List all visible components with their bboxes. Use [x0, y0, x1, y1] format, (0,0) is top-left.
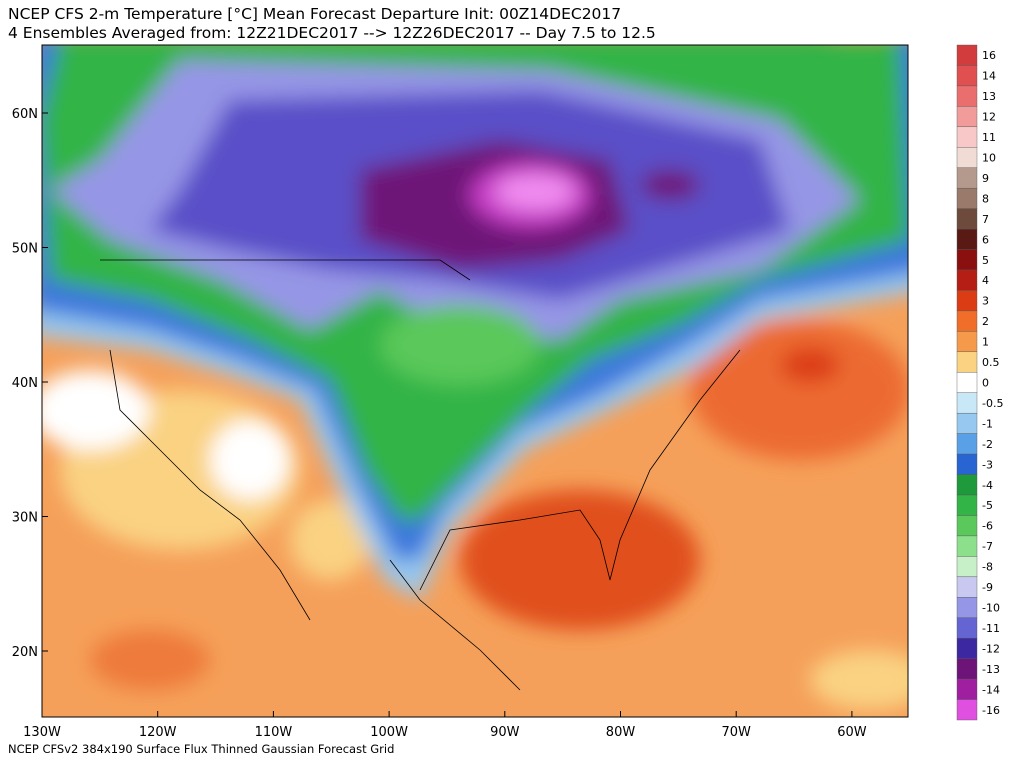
colorbar-swatch	[956, 494, 978, 516]
colorbar-swatch	[956, 515, 978, 537]
lon-label: 100W	[370, 725, 408, 740]
lon-label: 110W	[255, 725, 293, 740]
colorbar-label: 10	[982, 152, 996, 165]
colorbar-label: -11	[982, 622, 1000, 635]
title-line-1: NCEP CFS 2-m Temperature [°C] Mean Forec…	[8, 5, 621, 23]
colorbar-swatch	[956, 310, 978, 332]
colorbar-label: 4	[982, 274, 989, 287]
colorbar-label: 13	[982, 90, 996, 103]
lat-label: 50N	[12, 242, 38, 257]
colorbar-swatch	[956, 65, 978, 87]
lat-label: 40N	[12, 376, 38, 391]
colorbar-swatch	[956, 658, 978, 680]
colorbar-swatch	[956, 85, 978, 107]
colorbar-label: -14	[982, 683, 1000, 696]
colorbar-swatch	[956, 576, 978, 598]
colorbar-label: 0.5	[982, 356, 1000, 369]
colorbar-swatch	[956, 167, 978, 189]
colorbar-swatch	[956, 44, 978, 66]
temperature-field	[42, 45, 908, 717]
lon-label: 90W	[490, 725, 520, 740]
colorbar-swatch	[956, 331, 978, 353]
colorbar-label: -7	[982, 540, 993, 553]
colorbar-label: 3	[982, 295, 989, 308]
colorbar-swatch	[956, 126, 978, 148]
lon-label: 60W	[837, 725, 867, 740]
colorbar-swatch	[956, 637, 978, 659]
lon-label: 80W	[606, 725, 636, 740]
colorbar-swatch	[956, 597, 978, 618]
map-frame	[41, 44, 909, 718]
lon-label: 120W	[139, 725, 177, 740]
colorbar-label: -0.5	[982, 397, 1003, 410]
colorbar-label: -9	[982, 581, 993, 594]
colorbar-label: -6	[982, 520, 993, 533]
colorbar-swatch	[956, 474, 978, 496]
colorbar-swatch	[956, 106, 978, 128]
colorbar-swatch	[956, 187, 978, 209]
footer: NCEP CFSv2 384x190 Surface Flux Thinned …	[8, 742, 394, 756]
colorbar-swatch	[956, 392, 978, 414]
colorbar-label: 1	[982, 336, 989, 349]
colorbar-label: 0	[982, 377, 989, 390]
colorbar-label: 16	[982, 49, 996, 62]
colorbar-label: -8	[982, 561, 993, 574]
colorbar-swatch	[956, 147, 978, 168]
colorbar-label: -1	[982, 417, 993, 430]
colorbar-label: -5	[982, 499, 993, 512]
colorbar-label: -12	[982, 642, 1000, 655]
title-line-2: 4 Ensembles Averaged from: 12Z21DEC2017 …	[8, 24, 656, 42]
colorbar: 16 14 13 12 11 10 9 8 7 6 5 4 3 2 1 0.5 0 -0.5 -1 -2 -3 -4 -5 -…	[956, 44, 1003, 721]
colorbar-label: -4	[982, 479, 993, 492]
colorbar-swatch	[956, 228, 978, 250]
colorbar-label: -10	[982, 602, 1000, 615]
colorbar-label: 9	[982, 172, 989, 185]
colorbar-swatch	[956, 249, 978, 271]
lat-label: 30N	[12, 511, 38, 526]
colorbar-label: 7	[982, 213, 989, 226]
colorbar-swatch	[956, 535, 978, 557]
lon-label: 130W	[23, 725, 61, 740]
colorbar-swatch	[956, 556, 978, 578]
colorbar-label: -16	[982, 704, 1000, 717]
lon-label: 70W	[721, 725, 751, 740]
axis-labels: 130W 120W 110W 100W 90W 80W 70W 60W 60N 50N 40N 30N…	[12, 107, 867, 740]
colorbar-swatch	[956, 269, 978, 291]
colorbar-label: 12	[982, 111, 996, 124]
lat-label: 20N	[12, 645, 38, 660]
colorbar-swatch	[956, 290, 978, 312]
colorbar-swatch	[956, 699, 978, 721]
colorbar-label: 14	[982, 70, 996, 83]
colorbar-label: 5	[982, 254, 989, 267]
colorbar-label: -2	[982, 438, 993, 451]
lat-label: 60N	[12, 107, 38, 122]
colorbar-swatch	[956, 372, 978, 393]
colorbar-label: 6	[982, 233, 989, 246]
colorbar-swatch	[956, 617, 978, 639]
colorbar-label: -13	[982, 663, 1000, 676]
colorbar-swatch	[956, 351, 978, 373]
colorbar-swatch	[956, 412, 978, 434]
colorbar-label: 8	[982, 192, 989, 205]
colorbar-swatch	[956, 678, 978, 700]
colorbar-swatch	[956, 433, 978, 455]
colorbar-swatch	[956, 453, 978, 475]
colorbar-swatch	[956, 208, 978, 230]
colorbar-label: 11	[982, 131, 996, 144]
colorbar-label: 2	[982, 315, 989, 328]
colorbar-label: -3	[982, 458, 993, 471]
